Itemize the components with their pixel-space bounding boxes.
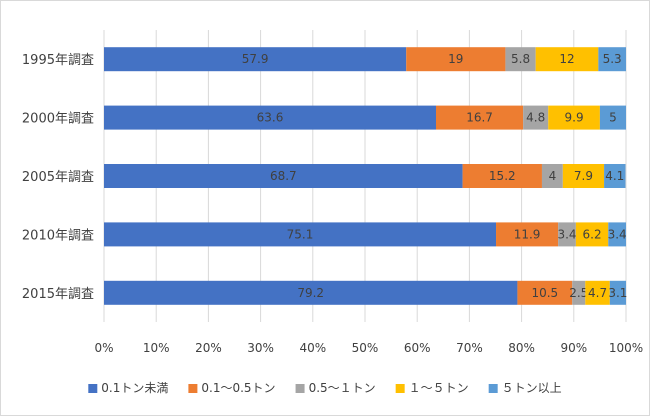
data-label: 4.8: [526, 111, 545, 125]
data-label: 5.3: [603, 52, 622, 66]
bar-segment: [608, 222, 626, 247]
data-label: 68.7: [270, 169, 297, 183]
x-tick-label: 100%: [609, 341, 643, 355]
bar-segment: [523, 105, 549, 130]
category-label: 2000年調査: [22, 112, 94, 127]
bar-segment: [535, 47, 599, 72]
data-label: 6.2: [583, 227, 602, 241]
bar-segment: [558, 222, 576, 247]
data-label: 4.1: [605, 169, 624, 183]
bar-segment: [598, 47, 626, 72]
x-tick-label: 60%: [404, 341, 431, 355]
data-label: 2.5: [569, 286, 588, 300]
bar-segment: [104, 280, 518, 305]
x-tick-labels: 0% 10% 20% 30% 40% 50% 60% 70% 80% 90% 100%: [94, 341, 643, 355]
category-label: 2015年調査: [22, 287, 94, 302]
data-label: 12: [559, 52, 574, 66]
bars: 57.9 19 5.8 12 5.3 63.6 16.7 4.8 9.9 5 68.7 15.2 4 7.…: [104, 47, 627, 305]
data-label: 3.4: [557, 227, 576, 241]
bar-segment: [406, 47, 506, 72]
bar-segment: [104, 105, 436, 130]
legend-label: 0.1トン未満: [101, 381, 168, 395]
data-label: 7.9: [574, 169, 593, 183]
x-tick-label: 20%: [195, 341, 222, 355]
legend-label: 0.5～１トン: [309, 381, 376, 395]
bar-segment: [575, 222, 609, 247]
category-label: 1995年調査: [22, 53, 94, 68]
data-label: 9.9: [565, 111, 584, 125]
x-tick-label: 90%: [560, 341, 587, 355]
bar-segment: [609, 280, 626, 305]
data-label: 79.2: [297, 286, 324, 300]
bar-segment: [604, 164, 626, 188]
x-tick-label: 30%: [247, 341, 274, 355]
x-tick-label: 0%: [94, 341, 113, 355]
category-label: 2005年調査: [22, 170, 94, 185]
x-tick-label: 70%: [456, 341, 483, 355]
data-label: 10.5: [531, 286, 558, 300]
legend: 0.1トン未満 0.1～0.5トン 0.5～１トン １～５トン ５トン以上: [88, 381, 562, 395]
legend-swatch: [88, 384, 98, 393]
legend-label: 0.1～0.5トン: [201, 381, 275, 395]
bar-segment: [104, 222, 497, 247]
data-label: 19: [448, 52, 463, 66]
bar-segment: [462, 164, 542, 188]
data-label: 63.6: [257, 111, 284, 125]
x-tick-label: 80%: [508, 341, 535, 355]
bar-segment: [505, 47, 536, 72]
data-label: 3.4: [608, 227, 627, 241]
bar-segment: [104, 47, 407, 72]
bar-segment: [517, 280, 573, 305]
legend-swatch: [295, 384, 305, 393]
legend-label: １～５トン: [409, 381, 469, 395]
legend-swatch: [395, 384, 405, 393]
bar-segment: [548, 105, 600, 130]
data-label: 3.1: [608, 286, 627, 300]
bar-segment: [599, 105, 626, 130]
data-label: 4.7: [588, 286, 607, 300]
bar-segment: [104, 164, 463, 188]
x-tick-label: 40%: [299, 341, 326, 355]
category-label: 2010年調査: [22, 228, 94, 243]
bar-segment: [541, 164, 563, 188]
data-label: 15.2: [489, 169, 516, 183]
data-label: 11.9: [514, 227, 541, 241]
data-label: 4: [549, 169, 557, 183]
category-labels: 1995年調査 2000年調査 2005年調査 2010年調査 2015年調査: [22, 53, 94, 302]
legend-swatch: [188, 384, 198, 393]
data-label: 75.1: [287, 227, 314, 241]
data-label: 57.9: [242, 52, 269, 66]
bar-segment: [585, 280, 610, 305]
bar-segment: [496, 222, 559, 247]
data-label: 5.8: [511, 52, 530, 66]
x-tick-label: 10%: [143, 341, 170, 355]
bar-segment: [562, 164, 605, 188]
data-label: 5: [609, 111, 617, 125]
legend-swatch: [488, 384, 498, 393]
x-tick-label: 50%: [352, 341, 379, 355]
bar-segment: [435, 105, 524, 130]
data-label: 16.7: [466, 111, 493, 125]
bar-segment: [572, 280, 586, 305]
legend-label: ５トン以上: [502, 381, 562, 395]
